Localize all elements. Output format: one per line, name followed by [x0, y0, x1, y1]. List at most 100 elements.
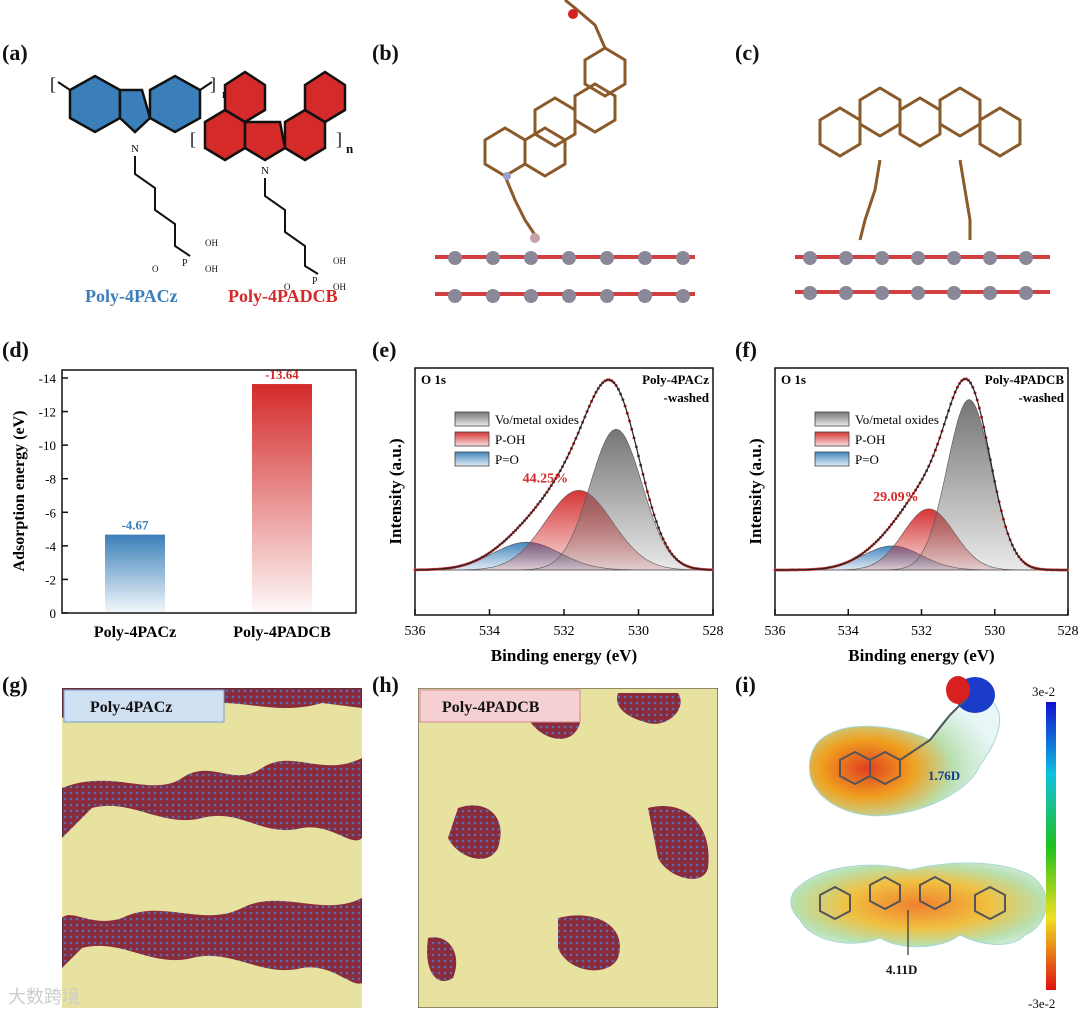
panel-label-a: (a)	[2, 40, 28, 65]
legend-swatch-e	[454, 431, 490, 447]
legend-label-f: P-OH	[855, 432, 885, 447]
watermark: 大数跨境	[8, 987, 80, 1008]
xtick-label-e: 536	[405, 624, 426, 639]
category-label: Poly-4PACz	[94, 624, 176, 641]
svg-text:]: ]	[210, 74, 216, 94]
panel-b-adsorption-model	[435, 0, 695, 303]
xtick-label-e: 530	[628, 624, 649, 639]
oh-label-right-1: OH	[333, 256, 346, 266]
xtick-label-f: 534	[838, 624, 859, 639]
annotation-f: 29.09%	[873, 490, 919, 505]
nitrogen-label-right: N	[261, 165, 269, 177]
sample-f: Poly-4PADCB	[985, 372, 1065, 387]
legend-label-f: P=O	[855, 452, 879, 467]
sample2-e: -washed	[663, 390, 709, 405]
envelope-fit-f	[775, 378, 1068, 571]
poly-4padcb-name: Poly-4PADCB	[228, 286, 338, 306]
chart-d-adsorption-energy: 0 -2 -4 -6 -8 -10 -12 -14 -4.67 Poly-4PACz -13.64…	[11, 367, 357, 641]
ytick-label-d: -14	[39, 371, 57, 386]
panel-i-esp-maps: 1.76D 4.11D 3e-2 -3e-2	[790, 676, 1056, 1011]
dipole-top: 1.76D	[928, 768, 960, 783]
legend-label-e: P=O	[495, 452, 519, 467]
chart-f-xps: 536 534 532 530 528 Binding energy (eV) Intens…	[746, 367, 1079, 665]
legend-swatch-f	[814, 431, 850, 447]
ytick-label-d: -2	[45, 572, 56, 587]
bar-value-label: -13.64	[265, 367, 299, 382]
poly-4padcb-structure: [ ] n N P OH OH O	[190, 70, 354, 292]
scale-min: -3e-2	[1028, 996, 1055, 1011]
colorbar	[1046, 702, 1056, 990]
ylabel-d: Adsorption energy (eV)	[11, 411, 28, 572]
legend-swatch-f	[814, 451, 850, 467]
xtick-label-f: 528	[1058, 624, 1079, 639]
legend-label-e: P-OH	[495, 432, 525, 447]
panel-label-f: (f)	[735, 337, 757, 362]
poly-4pacz-name: Poly-4PACz	[85, 286, 178, 306]
svg-text:[: [	[50, 74, 56, 94]
chart-e-xps: 536 534 532 530 528 Binding energy (eV) Intens…	[386, 367, 724, 665]
ytick-label-d: 0	[50, 606, 57, 621]
panel-g-md-snapshot: Poly-4PACz	[62, 688, 362, 1008]
panel-label-d: (d)	[2, 337, 29, 362]
title-f: O 1s	[781, 372, 806, 387]
sample2-f: -washed	[1018, 390, 1064, 405]
molecule-b	[483, 0, 627, 236]
ylabel-e: Intensity (a.u.)	[386, 438, 405, 544]
bar-poly-4padcb	[252, 384, 312, 613]
panel-label-i: (i)	[735, 672, 756, 697]
nitrogen-atom-b	[503, 172, 511, 180]
panel-a-structures: [ ] n N P OH OH O [ ] n N P OH OH O Poly…	[50, 70, 354, 306]
esp-map-bottom: 4.11D	[790, 862, 1047, 977]
plot-frame-f	[774, 367, 1069, 616]
tag-g: Poly-4PACz	[90, 699, 172, 716]
o-label-right: O	[284, 282, 291, 292]
panel-label-h: (h)	[372, 672, 399, 697]
tag-h: Poly-4PADCB	[442, 699, 540, 716]
svg-text:]: ]	[336, 129, 342, 149]
xtick-label-e: 532	[554, 624, 575, 639]
bar-value-label: -4.67	[121, 518, 149, 533]
panel-h-md-snapshot: Poly-4PADCB	[418, 688, 718, 1008]
molecule-coverage-g	[62, 703, 362, 1008]
ylabel-f: Intensity (a.u.)	[746, 438, 765, 544]
scale-max: 3e-2	[1032, 684, 1055, 699]
esp-map-top: 1.76D	[809, 676, 1000, 817]
oxide-slab-b	[435, 251, 695, 303]
bar-poly-4pacz	[105, 534, 165, 613]
plot-frame-e	[414, 367, 714, 616]
dipole-bottom: 4.11D	[886, 962, 917, 977]
panel-c-adsorption-model	[795, 86, 1050, 300]
panel-label-g: (g)	[2, 672, 28, 697]
xtick-label-f: 530	[984, 624, 1005, 639]
annotation-e: 44.25%	[523, 471, 569, 486]
phosphorus-atom-b	[530, 233, 540, 243]
sample-e: Poly-4PACz	[642, 372, 709, 387]
oxide-slab-c	[795, 251, 1050, 300]
panel-label-b: (b)	[372, 40, 399, 65]
xlabel-e: Binding energy (eV)	[491, 646, 637, 665]
panel-label-c: (c)	[735, 40, 760, 65]
panel-label-e: (e)	[372, 337, 397, 362]
phosphorus-label-right: P	[312, 276, 318, 287]
xlabel-f: Binding energy (eV)	[848, 646, 994, 665]
legend-label-f: Vo/metal oxides	[855, 412, 939, 427]
oh-label-right-2: OH	[333, 282, 346, 292]
legend-swatch-f	[814, 411, 850, 427]
tag-box-g	[63, 689, 225, 723]
legend-swatch-e	[454, 411, 490, 427]
ytick-label-d: -12	[39, 405, 56, 420]
poly-4pacz-structure: [ ] n N P OH OH O	[50, 74, 230, 274]
category-label: Poly-4PADCB	[233, 624, 331, 641]
ytick-label-d: -4	[45, 539, 56, 554]
legend-label-e: Vo/metal oxides	[495, 412, 579, 427]
phosphorus-label-left: P	[182, 258, 188, 269]
tag-box-h	[419, 689, 581, 723]
oh-label-left-2: OH	[205, 264, 218, 274]
title-e: O 1s	[421, 372, 446, 387]
xtick-label-e: 528	[703, 624, 724, 639]
svg-text:[: [	[190, 129, 196, 149]
envelope-fit-e	[415, 379, 713, 571]
o-label-left: O	[152, 264, 159, 274]
molecule-c	[818, 86, 1022, 241]
ytick-label-d: -8	[45, 472, 56, 487]
